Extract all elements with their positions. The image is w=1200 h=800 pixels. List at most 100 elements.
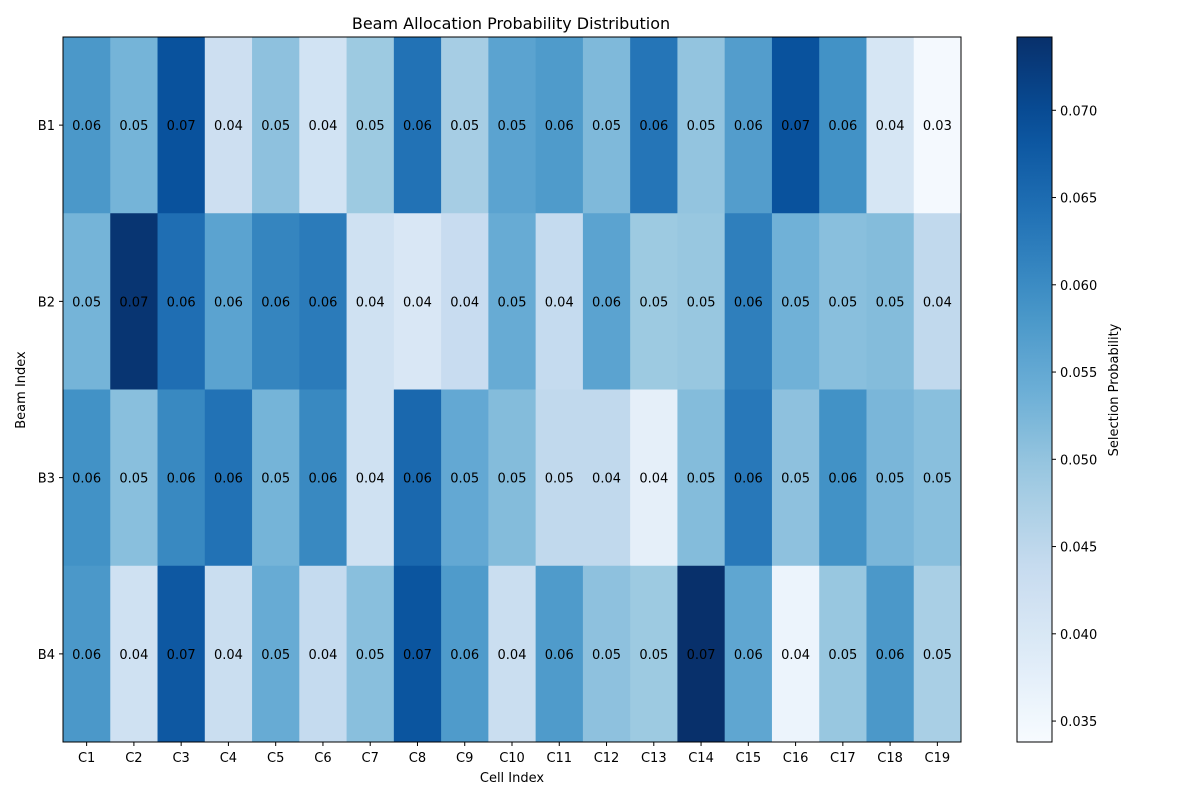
heatmap-cell [913,565,962,743]
y-tick-label: B4 [38,648,55,663]
cell-value-label: 0.06 [403,119,432,134]
cell-value-label: 0.05 [687,472,716,487]
colorbar-label: Selection Probability [1107,323,1122,456]
heatmap-cell [299,389,348,567]
heatmap-cell [299,213,348,390]
heatmap-cell [866,37,915,214]
cell-value-label: 0.04 [450,295,479,310]
cell-value-label: 0.05 [498,472,527,487]
cell-value-label: 0.05 [356,119,385,134]
heatmap-cell [157,565,206,743]
x-tick-label: C4 [220,751,237,766]
heatmap-cell [771,213,820,390]
cell-value-label: 0.04 [214,648,243,663]
y-tick-label: B1 [38,119,55,134]
cell-value-label: 0.03 [923,119,952,134]
heatmap-cell [677,37,726,214]
heatmap-cell [346,565,395,743]
cell-value-label: 0.05 [923,472,952,487]
x-tick-label: C3 [172,751,189,766]
heatmap-cell [157,389,206,567]
heatmap-cell [913,37,962,214]
heatmap-cell [724,213,773,390]
heatmap-cell [771,565,820,743]
cell-value-label: 0.04 [214,119,243,134]
heatmap-cell [346,389,395,567]
cell-value-label: 0.05 [261,472,290,487]
cell-value-label: 0.07 [167,119,196,134]
heatmap-cells [63,37,962,743]
x-axis-label: Cell Index [480,771,545,786]
cell-value-label: 0.04 [308,648,337,663]
cell-value-label: 0.07 [167,648,196,663]
cell-value-label: 0.05 [876,295,905,310]
heatmap-cell [204,565,253,743]
cell-value-label: 0.04 [403,295,432,310]
cell-value-label: 0.06 [734,295,763,310]
heatmap-cell [63,565,111,743]
heatmap-cell [488,389,537,567]
cell-value-label: 0.04 [356,295,385,310]
x-axis-ticks: C1 C2 C3 C4 C5 C6 C7 C8 C9 C10 C11 C12 C13 C14 C15 C16 C… [78,742,950,766]
heatmap-cell [535,389,584,567]
cell-value-label: 0.04 [119,648,148,663]
cell-value-label: 0.04 [639,472,668,487]
colorbar-tick-label: 0.035 [1060,715,1097,730]
heatmap-cell [913,389,962,567]
cell-value-label: 0.06 [734,648,763,663]
x-tick-label: C15 [736,751,762,766]
cell-value-label: 0.06 [403,472,432,487]
heatmap-cell [63,389,111,567]
heatmap-cell [582,389,631,567]
x-tick-label: C13 [641,751,667,766]
heatmap-cell [252,389,300,567]
cell-value-label: 0.06 [167,472,196,487]
x-tick-label: C9 [456,751,473,766]
cell-value-label: 0.04 [876,119,905,134]
cell-value-label: 0.06 [72,119,101,134]
heatmap-cell [157,213,206,390]
heatmap-cell [535,565,584,743]
cell-value-label: 0.05 [261,119,290,134]
cell-value-label: 0.05 [687,295,716,310]
cell-value-label: 0.06 [545,119,574,134]
heatmap-cell [441,37,489,214]
cell-value-label: 0.05 [450,472,479,487]
heatmap-cell [393,389,442,567]
cell-value-label: 0.07 [781,119,810,134]
x-tick-label: C14 [688,751,714,766]
cell-value-label: 0.06 [876,648,905,663]
heatmap-cell [582,565,631,743]
heatmap-cell [582,37,631,214]
heatmap-cell [252,37,300,214]
cell-value-label: 0.06 [734,472,763,487]
heatmap-cell [110,565,159,743]
cell-value-label: 0.05 [639,648,668,663]
cell-value-label: 0.04 [498,648,527,663]
cell-value-label: 0.06 [639,119,668,134]
cell-value-label: 0.07 [403,648,432,663]
cell-value-label: 0.05 [639,295,668,310]
heatmap-cell [819,389,867,567]
colorbar-tick-label: 0.065 [1060,192,1097,207]
heatmap-cell [630,565,678,743]
y-axis-ticks: B1 B2 B3 B4 [38,119,63,663]
heatmap-cell [630,37,678,214]
chart-title: Beam Allocation Probability Distribution [352,14,670,33]
colorbar-tick-label: 0.045 [1060,541,1097,556]
cell-value-label: 0.05 [592,648,621,663]
cell-value-label: 0.05 [119,472,148,487]
cell-value-label: 0.05 [450,119,479,134]
x-tick-label: C16 [783,751,809,766]
heatmap-cell [488,213,537,390]
heatmap-cell [204,37,253,214]
y-tick-label: B2 [38,295,55,310]
y-axis-label: Beam Index [14,351,29,429]
cell-value-label: 0.06 [72,472,101,487]
x-tick-label: C8 [409,751,426,766]
colorbar: 0.035 0.040 0.045 0.050 0.055 0.060 0.065 0.070 [1016,36,1097,743]
heatmap-cell [724,389,773,567]
cell-value-label: 0.06 [261,295,290,310]
cell-value-label: 0.06 [214,295,243,310]
heatmap-cell [677,389,726,567]
